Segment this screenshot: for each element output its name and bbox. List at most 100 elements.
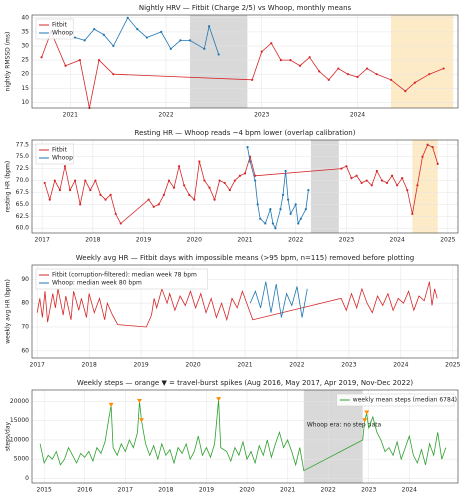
data-point (360, 181, 363, 185)
y-tick-label: 70.0 (16, 177, 30, 184)
data-point (370, 184, 373, 187)
data-point (78, 58, 81, 62)
x-tick-label: 2022 (321, 487, 336, 494)
data-point (93, 27, 96, 31)
data-point (340, 167, 343, 170)
data-point (279, 208, 282, 211)
data-point (97, 58, 101, 62)
x-tick-label: 2024 (393, 362, 408, 369)
data-point (83, 39, 86, 42)
data-point (40, 56, 43, 59)
y-tick-label: 10000 (10, 436, 29, 443)
x-tick-label: 2017 (35, 237, 50, 244)
x-tick-label: 2022 (158, 112, 173, 119)
data-point (228, 188, 231, 192)
data-point (48, 198, 51, 201)
y-tick-label: 40 (21, 14, 29, 21)
data-point (406, 188, 409, 192)
data-point (254, 179, 257, 182)
x-tick-label: 2019 (199, 487, 214, 494)
y-axis-label: nightly RMSSD (ms) (5, 32, 12, 92)
x-tick-label: 2021 (63, 112, 78, 119)
series-line (41, 30, 444, 109)
data-point (404, 89, 407, 93)
chart-title: Nightly HRV — Fitbit (Charge 2/5) vs Who… (139, 4, 352, 12)
data-point (346, 73, 350, 76)
data-point (94, 179, 97, 182)
data-point (223, 181, 226, 185)
data-point (279, 58, 282, 62)
data-point (58, 188, 61, 192)
data-point (104, 198, 107, 201)
y-tick-label: 62.5 (16, 213, 30, 220)
x-tick-label: 2021 (237, 362, 252, 369)
data-point (169, 47, 172, 50)
legend-box (35, 143, 74, 165)
y-axis-label: resting HR (bpm) (5, 161, 12, 212)
data-point (345, 165, 348, 168)
data-point (43, 181, 46, 185)
data-point (188, 193, 191, 196)
data-point (270, 42, 273, 45)
data-point (179, 39, 182, 42)
spike-marker (137, 399, 143, 404)
x-tick-label: 2018 (158, 487, 173, 494)
y-axis-label: steps/day (5, 421, 12, 451)
plot-frame (31, 14, 459, 109)
x-tick-label: 2019 (136, 237, 151, 244)
legend-box (336, 393, 455, 407)
x-tick-label: 2018 (82, 362, 97, 369)
x-tick-label: 2025 (440, 237, 455, 244)
data-point (256, 203, 259, 206)
data-point (259, 217, 262, 220)
data-point (119, 222, 122, 225)
series-line (249, 281, 308, 318)
data-point (64, 64, 67, 67)
data-point (238, 174, 242, 177)
shaded-span (310, 140, 339, 233)
data-point (218, 179, 221, 182)
data-point (109, 193, 112, 196)
data-point (74, 179, 77, 182)
y-tick-label: 15000 (10, 417, 29, 424)
x-tick-label: 2021 (237, 237, 252, 244)
data-point (307, 188, 310, 192)
data-point (298, 64, 302, 67)
shaded-span (390, 15, 454, 108)
data-point (260, 50, 263, 53)
data-point (251, 78, 254, 81)
legend-box (35, 268, 208, 290)
data-point (289, 212, 292, 216)
y-tick-label: 15 (21, 85, 29, 92)
data-point (436, 162, 439, 165)
y-tick-label: 70 (21, 324, 29, 331)
data-point (213, 198, 216, 201)
data-point (426, 143, 429, 146)
data-point (167, 179, 171, 182)
data-point (147, 198, 150, 201)
data-point (299, 217, 302, 220)
data-point (297, 222, 300, 225)
data-point (188, 39, 192, 42)
x-tick-label: 2020 (239, 487, 254, 494)
y-tick-label: 67.5 (16, 189, 30, 196)
series-line (39, 399, 447, 472)
data-point (172, 186, 176, 189)
data-point (177, 165, 181, 168)
data-point (294, 203, 297, 206)
x-tick-label: 2024 (402, 487, 417, 494)
series-line (44, 144, 439, 225)
y-tick-label: 65.0 (16, 201, 30, 208)
data-point (203, 47, 206, 50)
x-tick-label: 2025 (445, 362, 460, 369)
chart-title: Resting HR — Whoop reads ~4 bpm lower (o… (135, 129, 356, 137)
data-point (126, 16, 129, 19)
chart-title: Weekly steps — orange ▼ = travel-burst s… (77, 379, 414, 387)
data-point (136, 27, 139, 31)
y-tick-label: 20 (21, 71, 29, 78)
data-point (53, 179, 56, 182)
data-point (356, 75, 359, 79)
data-point (375, 73, 378, 76)
data-point (327, 78, 330, 81)
data-point (385, 181, 389, 185)
